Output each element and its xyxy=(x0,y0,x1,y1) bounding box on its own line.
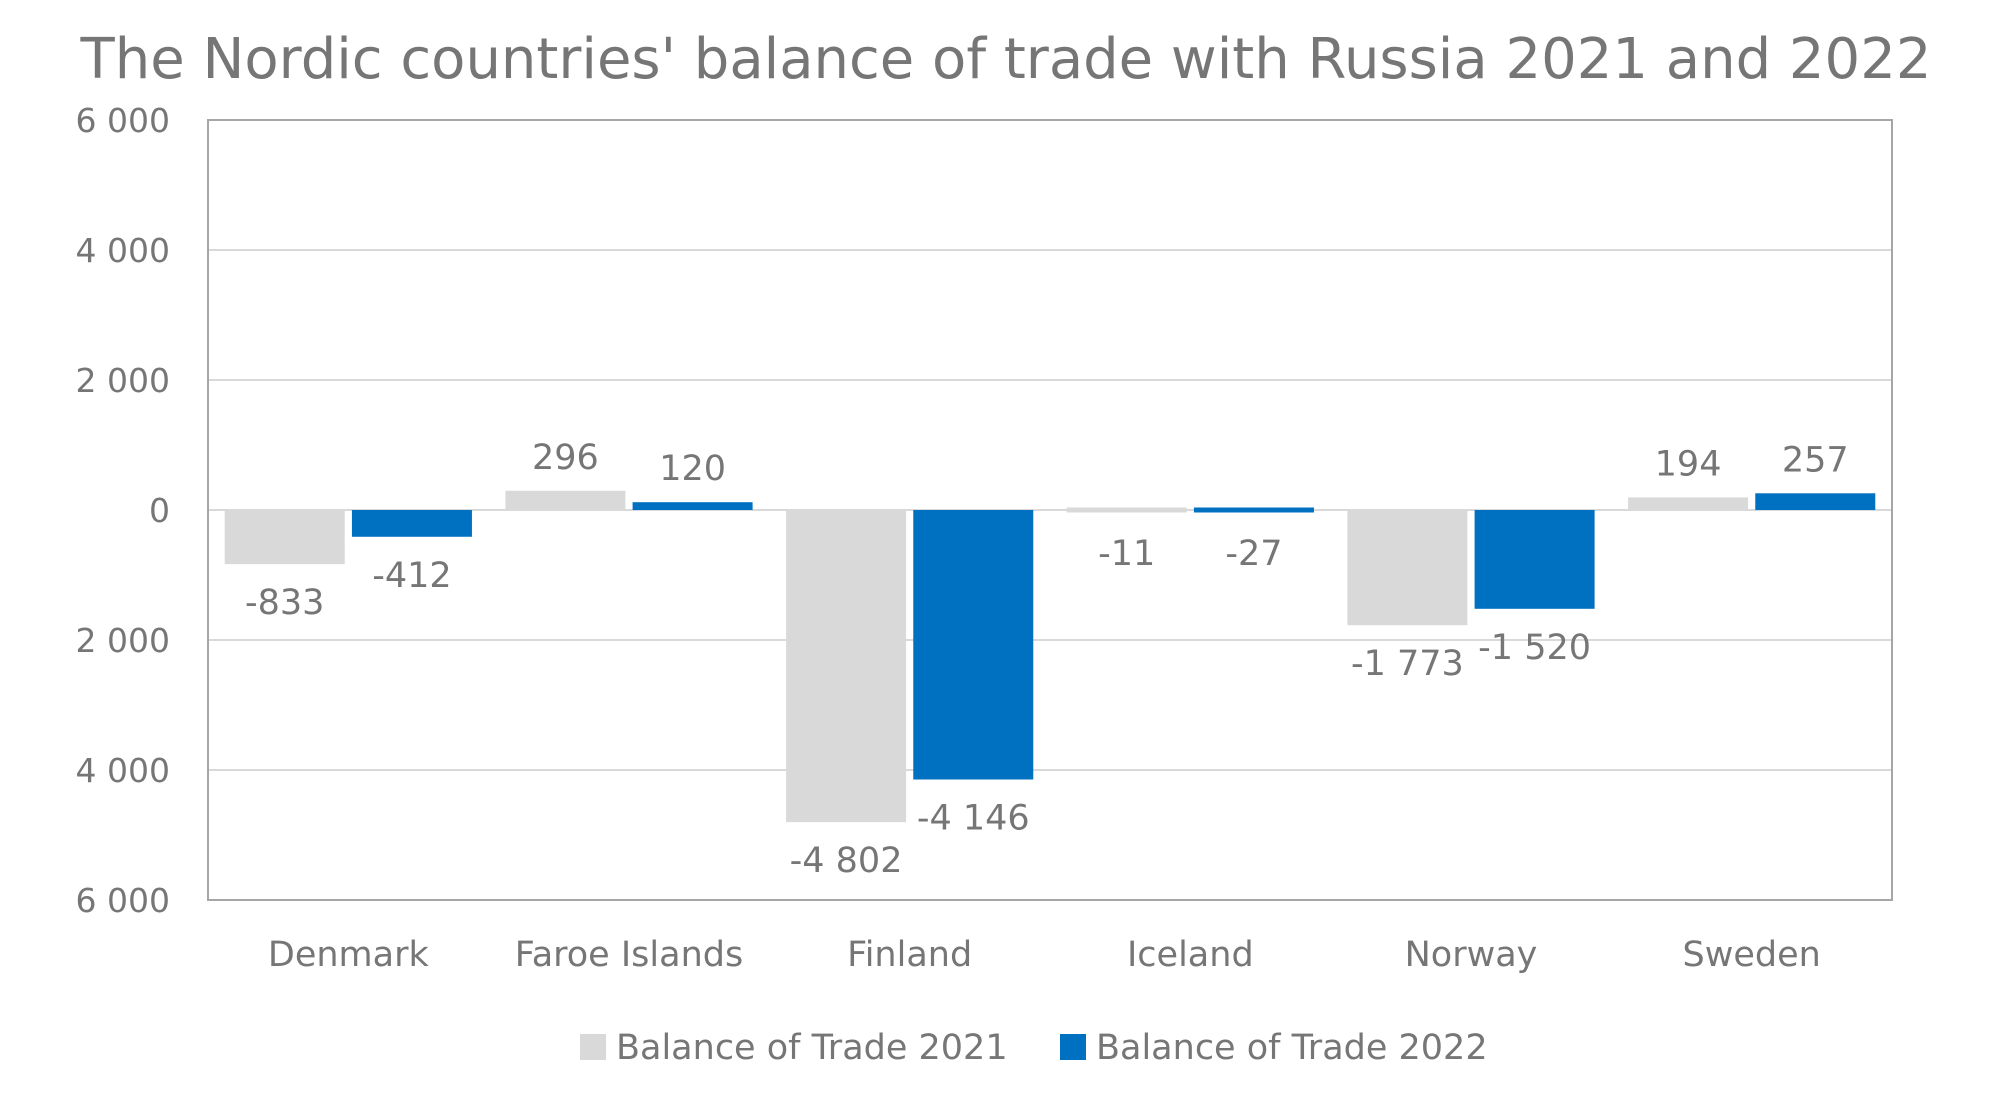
bar-2021 xyxy=(1628,497,1749,510)
y-tick-label: 4 000 xyxy=(76,751,170,790)
data-label: 296 xyxy=(532,438,599,478)
legend-label: Balance of Trade 2021 xyxy=(616,1028,1008,1068)
data-label: -1 773 xyxy=(1351,644,1464,684)
bar-2021 xyxy=(224,510,345,565)
bar-2022 xyxy=(1755,493,1876,510)
y-tick-label: 2 000 xyxy=(76,621,170,660)
data-label: -11 xyxy=(1098,534,1155,574)
data-label: -27 xyxy=(1225,534,1282,574)
legend-swatch xyxy=(1060,1034,1086,1060)
chart-title: The Nordic countries' balance of trade w… xyxy=(80,27,1932,92)
y-axis: 6 000 4 000 2 000 0 2 000 4 000 6 000 xyxy=(76,101,1893,920)
x-category-label: Norway xyxy=(1405,935,1538,975)
bar-2021 xyxy=(505,490,626,510)
bar-2022 xyxy=(351,510,472,537)
data-label: 257 xyxy=(1782,440,1849,480)
data-labels: -833 -412 296 120 -4 802 -4 146 -11 -27 -1 773 -1… xyxy=(245,438,1849,881)
data-label: -4 146 xyxy=(917,798,1030,838)
x-category-label: Sweden xyxy=(1683,935,1821,975)
y-tick-label: 6 000 xyxy=(76,881,170,920)
y-tick-label: 6 000 xyxy=(76,101,170,140)
bar-2021 xyxy=(1066,507,1187,513)
x-category-label: Denmark xyxy=(268,935,430,975)
x-category-label: Finland xyxy=(847,935,972,975)
data-label: 194 xyxy=(1655,444,1722,484)
bar-2022 xyxy=(913,510,1034,780)
data-label: -412 xyxy=(372,556,451,596)
data-label: 120 xyxy=(659,449,726,489)
legend-swatch xyxy=(580,1034,606,1060)
bar-2022 xyxy=(632,502,753,510)
data-label: -1 520 xyxy=(1478,628,1591,668)
bar-2022 xyxy=(1474,510,1595,609)
bar-2022 xyxy=(1193,507,1314,513)
data-label: -4 802 xyxy=(790,841,903,881)
y-tick-label: 2 000 xyxy=(76,361,170,400)
bar-2021 xyxy=(1347,510,1468,626)
bars xyxy=(224,490,1876,823)
x-category-label: Faroe Islands xyxy=(515,935,743,975)
legend-label: Balance of Trade 2022 xyxy=(1096,1028,1488,1068)
y-tick-label: 4 000 xyxy=(76,231,170,270)
x-category-label: Iceland xyxy=(1127,935,1254,975)
plot-frame xyxy=(207,119,1893,901)
legend: Balance of Trade 2021 Balance of Trade 20… xyxy=(580,1028,1488,1068)
bar-2021 xyxy=(786,510,907,823)
x-axis-categories: Denmark Faroe Islands Finland Iceland Norway… xyxy=(268,935,1821,975)
y-tick-label: 0 xyxy=(149,491,170,530)
data-label: -833 xyxy=(245,583,324,623)
